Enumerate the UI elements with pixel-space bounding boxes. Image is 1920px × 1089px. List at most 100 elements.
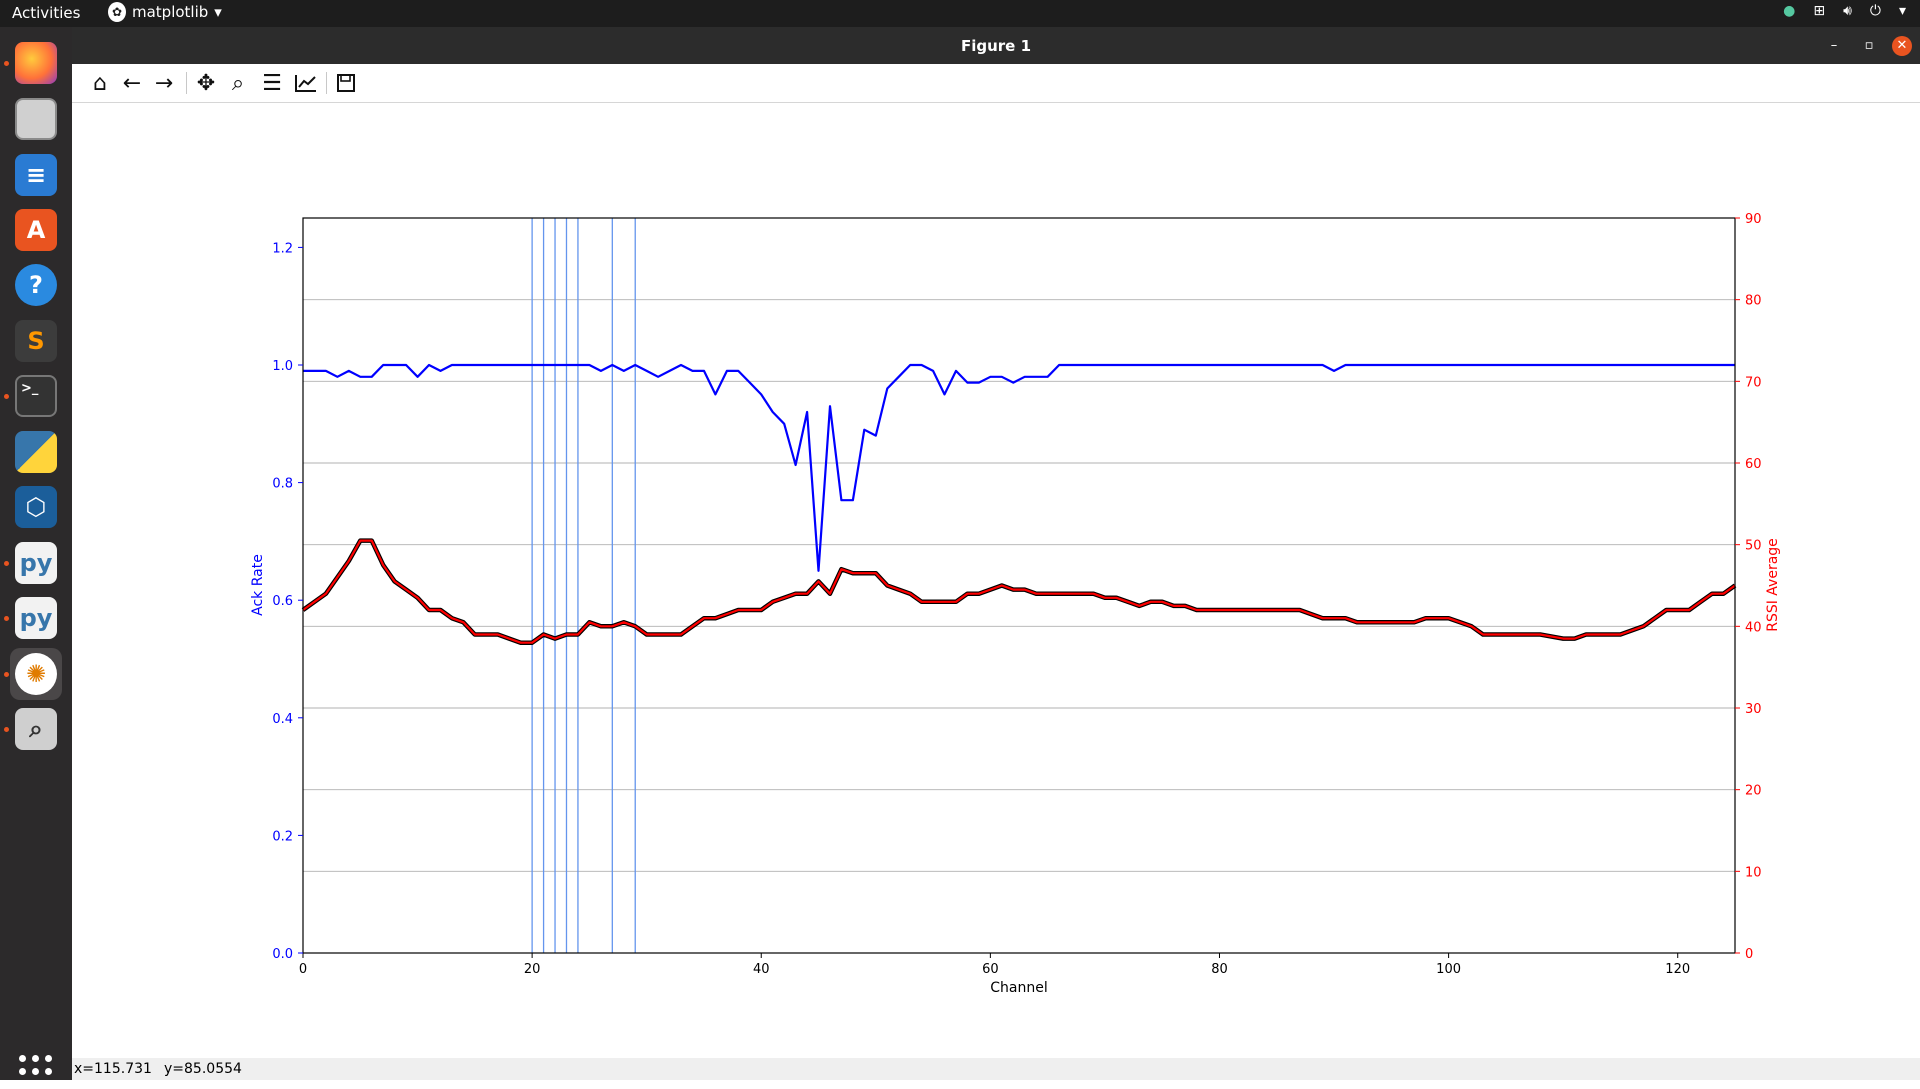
running-indicator bbox=[4, 561, 9, 566]
dock-software[interactable]: A bbox=[10, 204, 62, 256]
software-icon: A bbox=[15, 209, 57, 251]
window-titlebar: Figure 1 – ▫ ✕ bbox=[72, 27, 1920, 64]
forward-icon[interactable]: → bbox=[154, 70, 174, 96]
writer-icon: ≡ bbox=[15, 154, 57, 196]
right-y-tick-label: 90 bbox=[1745, 212, 1762, 227]
toolbar-separator bbox=[326, 72, 327, 94]
dock: ≡ A ? S >_ ⬡ py py ✺ ⌕ bbox=[0, 27, 72, 1088]
channel-markers bbox=[531, 218, 636, 953]
status-bar: x=115.731 y=85.0554 bbox=[72, 1058, 1920, 1080]
dock-terminal[interactable]: >_ bbox=[10, 370, 62, 422]
app-icon: ✿ bbox=[108, 2, 126, 22]
left-y-tick-label: 0.8 bbox=[272, 477, 293, 492]
chart[interactable]: 0 20 40 60 80 100 120 0.0 0.2 0.4 0.6 0.8 1.0 1.2 0 1… bbox=[72, 103, 1920, 1058]
dock-firefox[interactable] bbox=[10, 37, 62, 89]
x-tick-label: 20 bbox=[524, 962, 541, 977]
dock-help[interactable]: ? bbox=[10, 259, 62, 311]
dock-matplotlib[interactable]: ✺ bbox=[10, 648, 62, 700]
configure-subplots-icon[interactable]: ☰ bbox=[262, 70, 282, 96]
app-menu-label: matplotlib bbox=[132, 3, 209, 21]
x-tick-label: 0 bbox=[299, 962, 307, 977]
dock-image-viewer[interactable]: ⌕ bbox=[10, 703, 62, 755]
x-tick-label: 60 bbox=[982, 962, 999, 977]
cursor-y-readout: y=85.0554 bbox=[164, 1061, 242, 1077]
system-tray[interactable]: ● ⊞ 🔊︎ ⏻ ▾ bbox=[1783, 3, 1906, 19]
left-y-tick-label: 0.0 bbox=[272, 947, 293, 962]
close-icon[interactable]: ✕ bbox=[1892, 36, 1912, 56]
running-indicator bbox=[4, 727, 9, 732]
x-tick-label: 80 bbox=[1211, 962, 1228, 977]
zoom-icon[interactable]: ⌕ bbox=[231, 70, 245, 96]
grid-lines bbox=[303, 217, 1735, 954]
running-indicator bbox=[4, 61, 9, 66]
right-y-tick-label: 80 bbox=[1745, 294, 1762, 309]
x-tick-label: 100 bbox=[1436, 962, 1461, 977]
plot-frame bbox=[302, 217, 1736, 954]
virtualbox-icon: ⬡ bbox=[15, 486, 57, 528]
show-applications-icon[interactable] bbox=[19, 1055, 53, 1089]
running-indicator bbox=[4, 616, 9, 621]
dock-virtualbox[interactable]: ⬡ bbox=[10, 481, 62, 533]
right-y-tick-label: 0 bbox=[1745, 947, 1753, 962]
files-icon bbox=[15, 98, 57, 140]
right-y-tick-label: 10 bbox=[1745, 865, 1762, 880]
firefox-icon bbox=[15, 42, 57, 84]
right-y-tick-label: 50 bbox=[1745, 539, 1762, 554]
power-icon[interactable]: ⏻ bbox=[1869, 3, 1881, 19]
volume-icon[interactable]: 🔊︎ bbox=[1843, 3, 1852, 19]
rssi-series-edge bbox=[301, 538, 1737, 645]
left-y-tick-label: 0.4 bbox=[272, 712, 293, 727]
left-y-axis-label: Ack Rate bbox=[250, 554, 266, 616]
image-viewer-icon: ⌕ bbox=[15, 708, 57, 750]
right-y-tick-label: 60 bbox=[1745, 457, 1762, 472]
matplotlib-icon: ✺ bbox=[15, 653, 57, 695]
sublime-icon: S bbox=[15, 320, 57, 362]
dock-writer[interactable]: ≡ bbox=[10, 149, 62, 201]
pan-icon[interactable]: ✥ bbox=[196, 70, 216, 96]
window-title: Figure 1 bbox=[960, 37, 1032, 55]
figure-canvas[interactable]: 0 20 40 60 80 100 120 0.0 0.2 0.4 0.6 0.8 1.0 1.2 0 1… bbox=[72, 103, 1920, 1058]
running-indicator bbox=[4, 672, 9, 677]
app-menu[interactable]: ✿ matplotlib ▾ bbox=[108, 2, 222, 22]
home-icon[interactable]: ⌂ bbox=[93, 70, 107, 96]
matplotlib-toolbar: ⌂ ← → ✥ ⌕ ☰ bbox=[72, 64, 1920, 103]
x-tick-label: 40 bbox=[753, 962, 770, 977]
python-file-icon: py bbox=[15, 597, 57, 639]
dock-python[interactable] bbox=[10, 426, 62, 478]
left-y-tick-label: 1.2 bbox=[272, 241, 293, 256]
back-icon[interactable]: ← bbox=[122, 70, 142, 96]
left-y-tick-label: 0.6 bbox=[272, 594, 293, 609]
dock-files[interactable] bbox=[10, 93, 62, 145]
x-axis-ticks: 0 20 40 60 80 100 120 bbox=[299, 953, 1690, 977]
python-icon bbox=[15, 431, 57, 473]
activities-button[interactable]: Activities bbox=[12, 4, 81, 22]
terminal-icon: >_ bbox=[15, 375, 57, 417]
dock-python-file-1[interactable]: py bbox=[10, 537, 62, 589]
right-y-tick-label: 20 bbox=[1745, 784, 1762, 799]
minimize-icon[interactable]: – bbox=[1830, 38, 1838, 53]
right-y-tick-label: 70 bbox=[1745, 375, 1762, 390]
extension-icon[interactable]: ● bbox=[1783, 3, 1796, 19]
ack-rate-series-line bbox=[303, 363, 1735, 572]
top-bar: Activities ✿ matplotlib ▾ ● ⊞ 🔊︎ ⏻ ▾ bbox=[0, 0, 1920, 27]
left-y-axis-ticks: 0.0 0.2 0.4 0.6 0.8 1.0 1.2 bbox=[272, 241, 303, 962]
maximize-icon[interactable]: ▫ bbox=[1864, 38, 1874, 53]
x-tick-label: 120 bbox=[1665, 962, 1690, 977]
rssi-series-line bbox=[302, 539, 1736, 644]
save-icon[interactable] bbox=[332, 69, 360, 97]
running-indicator bbox=[4, 394, 9, 399]
chevron-down-icon[interactable]: ▾ bbox=[1898, 3, 1906, 19]
help-icon: ? bbox=[15, 264, 57, 306]
x-axis-label: Channel bbox=[990, 980, 1047, 996]
dock-sublime[interactable]: S bbox=[10, 315, 62, 367]
chevron-down-icon: ▾ bbox=[214, 3, 222, 21]
right-y-axis-label: RSSI Average bbox=[1765, 538, 1781, 632]
dock-python-file-2[interactable]: py bbox=[10, 592, 62, 644]
right-y-tick-label: 40 bbox=[1745, 620, 1762, 635]
cursor-x-readout: x=115.731 bbox=[74, 1061, 152, 1077]
plot-series bbox=[301, 363, 1737, 645]
left-y-tick-label: 1.0 bbox=[272, 359, 293, 374]
network-icon[interactable]: ⊞ bbox=[1813, 3, 1826, 19]
python-file-icon: py bbox=[15, 542, 57, 584]
edit-axis-icon[interactable] bbox=[292, 69, 320, 97]
